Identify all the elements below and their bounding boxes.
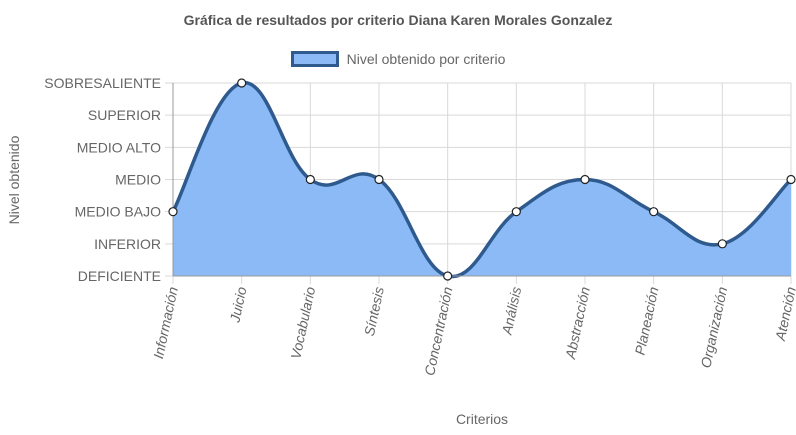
x-tick-label: Juicio: [226, 285, 249, 325]
y-tick-label: INFERIOR: [94, 236, 161, 252]
data-point[interactable]: [649, 207, 659, 217]
data-point[interactable]: [443, 271, 453, 281]
y-tick-labels: DEFICIENTE INFERIOR MEDIO BAJO MEDIO MEDIO A…: [44, 75, 161, 284]
data-point[interactable]: [168, 207, 178, 217]
x-axis-label: Criterios: [455, 411, 509, 427]
y-tick-label: SOBRESALIENTE: [44, 75, 161, 91]
data-point[interactable]: [786, 174, 796, 185]
legend-item[interactable]: Nivel obtenido por criterio: [290, 51, 506, 67]
y-tick-label: MEDIO ALTO: [77, 139, 161, 155]
y-tick-label: SUPERIOR: [88, 107, 161, 123]
data-point[interactable]: [511, 207, 521, 217]
data-point[interactable]: [374, 174, 384, 185]
axes: [172, 83, 791, 277]
data-point[interactable]: [717, 239, 727, 249]
y-tick-label: MEDIO: [115, 172, 161, 188]
data-point[interactable]: [580, 174, 590, 185]
data-point[interactable]: [305, 174, 315, 185]
legend: Nivel obtenido por criterio: [0, 51, 796, 72]
x-tick-labels: Información Juicio Vocabulario Síntesis Conc…: [150, 285, 796, 377]
x-tick-label: Planeación: [632, 285, 662, 356]
legend-label: Nivel obtenido por criterio: [346, 51, 506, 67]
y-tick-label: DEFICIENTE: [78, 268, 161, 284]
x-tick-label: Análisis: [498, 285, 524, 337]
x-tick-label: Organización: [697, 285, 730, 369]
data-points: [168, 78, 796, 281]
x-tick-label: Vocabulario: [287, 285, 318, 360]
x-tick-label: Síntesis: [361, 285, 387, 337]
x-tick-label: Información: [150, 285, 181, 360]
data-point[interactable]: [237, 78, 247, 88]
legend-swatch: [290, 51, 339, 67]
y-tick-label: MEDIO BAJO: [75, 204, 161, 220]
x-tick-label: Concentración: [421, 285, 455, 377]
x-tick-label: Abstracción: [562, 285, 593, 361]
x-tick-label: Atención: [772, 285, 796, 343]
chart-title: Gráfica de resultados por criterio Diana…: [183, 12, 613, 28]
series-area-fill: [173, 82, 791, 277]
